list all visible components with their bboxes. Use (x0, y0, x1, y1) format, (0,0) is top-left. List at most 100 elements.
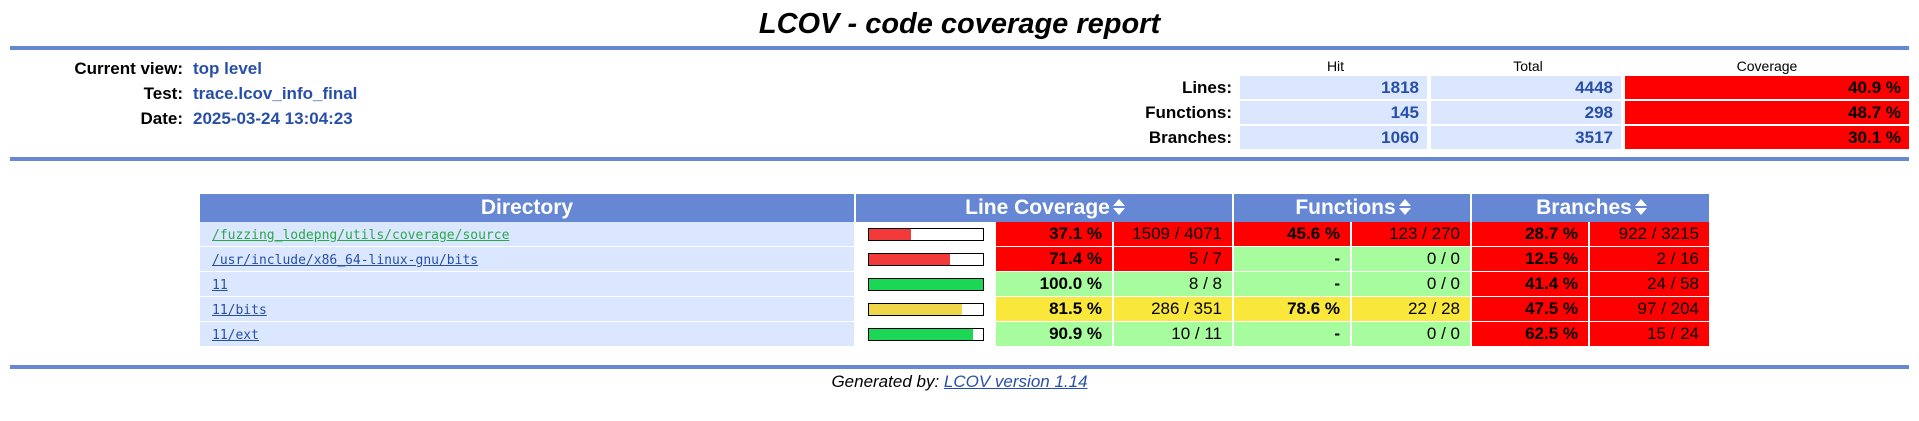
branches-percent: 12.5 % (1471, 246, 1590, 272)
branches-count: 24 / 58 (1589, 271, 1709, 297)
summary-coverage: 40.9 % (1625, 76, 1909, 99)
coverage-bar (868, 277, 984, 291)
summary-table: Hit Total Coverage Lines: 1818 4448 40.9… (1115, 58, 1909, 150)
table-row: 11 100.0 % 8 / 8-0 / 0 41.4 % 24 / 58 (200, 271, 1709, 297)
sort-icon[interactable] (1398, 199, 1411, 215)
directory-table: Directory Line Coverage Functions Branch… (200, 194, 1709, 347)
functions-percent: 78.6 % (1233, 296, 1352, 322)
summary-row-functions: Functions: 145 298 48.7 % (1115, 100, 1909, 125)
summary-label: Branches: (1148, 128, 1232, 147)
summary-total: 4448 (1431, 76, 1621, 99)
functions-count: 0 / 0 (1351, 271, 1472, 297)
lcov-version-link[interactable]: LCOV version 1.14 (943, 372, 1088, 391)
col-header-functions[interactable]: Functions (1233, 194, 1472, 222)
summary-coverage: 30.1 % (1625, 126, 1909, 149)
info-value: top level (193, 58, 262, 78)
summary-header-spacer (1115, 58, 1240, 75)
branches-percent: 28.7 % (1471, 222, 1590, 247)
summary-row-branches: Branches: 1060 3517 30.1 % (1115, 125, 1909, 150)
summary-hit: 145 (1240, 101, 1427, 124)
summary-label: Lines: (1181, 78, 1232, 97)
table-row: /fuzzing_lodepng/utils/coverage/source 37… (200, 222, 1709, 247)
functions-count: 0 / 0 (1351, 321, 1472, 347)
line-coverage-percent: 100.0 % (995, 271, 1114, 297)
functions-count: 123 / 270 (1351, 222, 1472, 247)
info-row: Test: trace.lcov_info_final (0, 81, 358, 106)
branches-count: 922 / 3215 (1589, 222, 1709, 247)
directory-cell: /usr/include/x86_64-linux-gnu/bits (200, 246, 856, 272)
page-title: LCOV - code coverage report (758, 8, 1161, 40)
info-value: trace.lcov_info_final (193, 83, 358, 103)
directory-table-body: /fuzzing_lodepng/utils/coverage/source 37… (200, 222, 1709, 347)
line-coverage-count: 286 / 351 (1113, 296, 1234, 322)
line-coverage-percent: 37.1 % (995, 222, 1114, 247)
sort-icon[interactable] (1112, 199, 1125, 215)
table-row: /usr/include/x86_64-linux-gnu/bits 71.4 %… (200, 246, 1709, 272)
branches-count: 2 / 16 (1589, 246, 1709, 272)
coverage-bar-fill (869, 228, 912, 240)
functions-percent: - (1233, 321, 1352, 347)
directory-cell: 11/ext (200, 321, 856, 347)
table-row: 11/bits 81.5 % 286 / 351 78.6 % 22 / 28 47.5 … (200, 296, 1709, 322)
functions-percent: 45.6 % (1233, 222, 1352, 247)
functions-count: 0 / 0 (1351, 246, 1472, 272)
summary-total: 298 (1431, 101, 1621, 124)
info-label: Test: (143, 83, 183, 103)
branches-percent: 62.5 % (1471, 321, 1590, 347)
functions-percent: - (1233, 271, 1352, 297)
branches-count: 97 / 204 (1589, 296, 1709, 322)
info-row: Date: 2025-03-24 13:04:23 (0, 106, 357, 131)
line-coverage-percent: 90.9 % (995, 321, 1114, 347)
directory-cell: /fuzzing_lodepng/utils/coverage/source (200, 222, 856, 247)
footer-prefix: Generated by: (831, 372, 944, 391)
summary-coverage: 48.7 % (1625, 101, 1909, 124)
bottom-ruler (10, 365, 1909, 369)
line-coverage-count: 5 / 7 (1113, 246, 1234, 272)
col-header-line-label: Line Coverage (965, 196, 1110, 219)
info-row: Current view: top level (0, 56, 357, 81)
summary-hit: 1818 (1240, 76, 1427, 99)
directory-link[interactable]: /fuzzing_lodepng/utils/coverage/source (212, 228, 510, 243)
coverage-bar (868, 252, 984, 266)
footer: Generated by: LCOV version 1.14 (0, 372, 1919, 392)
col-header-branches[interactable]: Branches (1471, 194, 1709, 222)
top-ruler (10, 46, 1909, 50)
coverage-bar-cell (855, 246, 996, 272)
coverage-bar-cell (855, 321, 996, 347)
functions-count: 22 / 28 (1351, 296, 1472, 322)
line-coverage-count: 8 / 8 (1113, 271, 1234, 297)
summary-hit: 1060 (1240, 126, 1427, 149)
summary-header-hit: Hit (1326, 58, 1345, 74)
branches-percent: 47.5 % (1471, 296, 1590, 322)
coverage-bar (868, 302, 984, 316)
directory-link[interactable]: 11 (212, 278, 228, 293)
info-label: Current view: (74, 58, 183, 78)
coverage-bar-fill (869, 253, 951, 265)
line-coverage-count: 10 / 11 (1113, 321, 1234, 347)
sort-icon[interactable] (1634, 199, 1647, 215)
col-header-functions-label: Functions (1295, 196, 1396, 219)
col-header-branches-label: Branches (1536, 196, 1632, 219)
line-coverage-percent: 81.5 % (995, 296, 1114, 322)
coverage-bar-fill (869, 328, 973, 340)
directory-link[interactable]: /usr/include/x86_64-linux-gnu/bits (212, 253, 479, 268)
branches-count: 15 / 24 (1589, 321, 1709, 347)
directory-link[interactable]: 11/bits (212, 303, 267, 318)
info-label: Date: (140, 108, 183, 128)
report-header: Current view: top level Test: trace.lcov… (0, 50, 1919, 157)
coverage-bar-fill (869, 278, 983, 290)
mid-ruler (10, 157, 1909, 161)
col-header-line-coverage[interactable]: Line Coverage (855, 194, 1234, 222)
col-header-directory-label: Directory (480, 196, 574, 219)
report-info: Current view: top level Test: trace.lcov… (0, 56, 357, 131)
col-header-directory[interactable]: Directory (200, 194, 856, 222)
directory-table-header: Directory Line Coverage Functions Branch… (200, 194, 1709, 222)
directory-link[interactable]: 11/ext (212, 328, 259, 343)
summary-label: Functions: (1145, 103, 1232, 122)
summary-header-coverage: Coverage (1736, 58, 1798, 74)
table-row: 11/ext 90.9 % 10 / 11-0 / 0 62.5 % 15 / 24 (200, 321, 1709, 347)
line-coverage-percent: 71.4 % (995, 246, 1114, 272)
coverage-bar (868, 227, 984, 241)
summary-row-lines: Lines: 1818 4448 40.9 % (1115, 75, 1909, 100)
summary-total: 3517 (1431, 126, 1621, 149)
